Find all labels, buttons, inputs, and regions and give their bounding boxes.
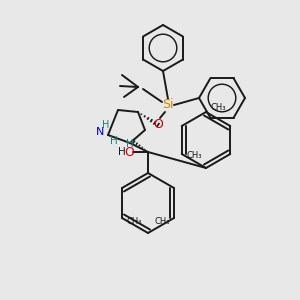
Text: O: O [153,118,163,131]
Text: H: H [126,139,134,149]
Text: CH₃: CH₃ [126,218,142,226]
Text: H: H [110,136,118,146]
Text: H: H [102,120,110,130]
Text: CH₃: CH₃ [186,152,202,160]
Text: CH₃: CH₃ [210,103,226,112]
Text: CH₃: CH₃ [154,218,170,226]
Text: O: O [124,146,134,158]
Text: Si: Si [162,98,174,112]
Text: H: H [118,147,126,157]
Text: N: N [96,127,104,137]
